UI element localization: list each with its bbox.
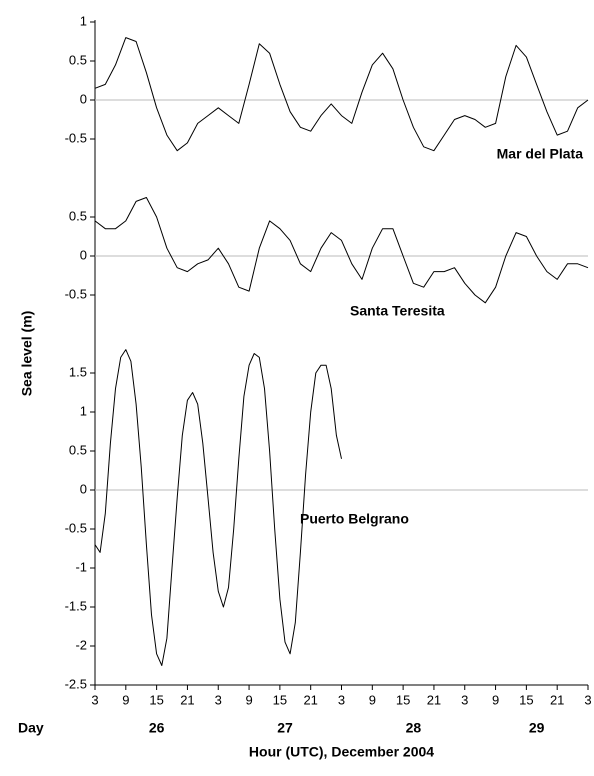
- y-tick-label: 0.5: [69, 52, 87, 67]
- x-tick-label: 3: [584, 692, 591, 707]
- station-label: Mar del Plata: [497, 146, 584, 162]
- day-label: 28: [406, 720, 422, 736]
- station-label: Puerto Belgrano: [300, 511, 409, 527]
- y-tick-label: -2: [75, 637, 87, 652]
- x-tick-label: 3: [91, 692, 98, 707]
- x-tick-label: 21: [550, 692, 564, 707]
- station-label: Santa Teresita: [350, 303, 445, 319]
- x-tick-label: 21: [303, 692, 317, 707]
- day-label: 26: [149, 720, 165, 736]
- x-tick-label: 9: [245, 692, 252, 707]
- y-tick-label: -2.5: [65, 676, 87, 691]
- y-tick-label: -0.5: [65, 130, 87, 145]
- x-tick-label: 9: [492, 692, 499, 707]
- y-tick-label: -0.5: [65, 520, 87, 535]
- y-tick-label: 1: [80, 403, 87, 418]
- x-tick-label: 3: [338, 692, 345, 707]
- day-label: 29: [529, 720, 545, 736]
- x-tick-label: 9: [122, 692, 129, 707]
- y-tick-label: -1.5: [65, 598, 87, 613]
- y-tick-label: 0.5: [69, 442, 87, 457]
- x-axis-label: Hour (UTC), December 2004: [249, 744, 434, 760]
- x-tick-label: 21: [180, 692, 194, 707]
- sea-level-line: [94, 197, 589, 304]
- x-tick-label: 3: [215, 692, 222, 707]
- x-tick-label: 21: [427, 692, 441, 707]
- x-tick-label: 15: [396, 692, 410, 707]
- y-tick-label: -0.5: [65, 286, 87, 301]
- x-tick-label: 9: [369, 692, 376, 707]
- y-tick-label: 1.5: [69, 364, 87, 379]
- y-tick-label: -1: [75, 559, 87, 574]
- x-tick-label: 15: [273, 692, 287, 707]
- y-tick-label: 0: [80, 91, 87, 106]
- day-label: 27: [277, 720, 293, 736]
- y-tick-label: 1: [80, 13, 87, 28]
- x-tick-label: 15: [149, 692, 163, 707]
- sea-level-line: [94, 349, 342, 666]
- x-tick-label: 3: [461, 692, 468, 707]
- y-tick-label: 0.5: [69, 208, 87, 223]
- y-tick-label: 0: [80, 481, 87, 496]
- y-tick-label: 0: [80, 247, 87, 262]
- x-tick-label: 15: [519, 692, 533, 707]
- sea-level-line: [94, 37, 589, 152]
- day-row-label: Day: [18, 720, 44, 736]
- y-axis-label: Sea level (m): [19, 311, 35, 397]
